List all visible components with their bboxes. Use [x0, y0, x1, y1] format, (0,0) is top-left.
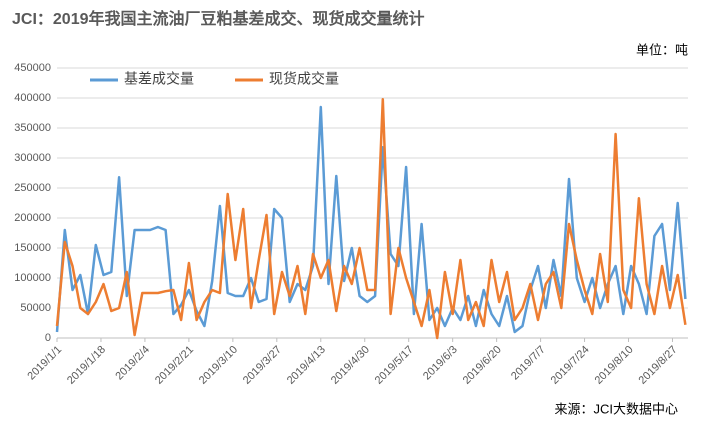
x-tick-label: 2019/3/10 [197, 344, 240, 387]
y-tick-label: 350000 [14, 122, 51, 134]
series-line [55, 105, 687, 334]
series-line [55, 97, 687, 340]
legend-label: 基差成交量 [124, 71, 194, 87]
y-tick-label: 50000 [20, 302, 51, 314]
source-note: 来源：JCI大数据中心 [554, 401, 678, 416]
y-tick-label: 200000 [14, 212, 51, 224]
x-tick-label: 2019/7/24 [549, 344, 592, 387]
y-tick-label: 0 [45, 332, 51, 344]
y-tick-label: 450000 [14, 62, 51, 74]
x-tick-label: 2019/7/7 [509, 344, 548, 383]
y-tick-label: 400000 [14, 92, 51, 104]
x-tick-label: 2019/6/20 [461, 344, 504, 387]
unit-label: 单位：吨 [636, 42, 688, 57]
x-tick-label: 2019/6/3 [421, 344, 460, 383]
y-tick-label: 300000 [14, 152, 51, 164]
x-tick-label: 2019/2/21 [153, 344, 196, 387]
y-tick-label: 100000 [14, 272, 51, 284]
y-tick-label: 150000 [14, 242, 51, 254]
x-tick-label: 2019/1/1 [25, 344, 64, 383]
chart-title: JCI：2019年我国主流油厂豆粕基差成交、现货成交量统计 [12, 9, 425, 28]
y-tick-label: 250000 [14, 182, 51, 194]
legend-label: 现货成交量 [269, 71, 339, 87]
x-tick-label: 2019/5/17 [373, 344, 416, 387]
x-tick-label: 2019/3/27 [241, 344, 284, 387]
x-tick-label: 2019/4/30 [329, 344, 372, 387]
x-tick-label: 2019/1/18 [65, 344, 108, 387]
x-tick-label: 2019/2/4 [113, 344, 152, 383]
x-tick-label: 2019/4/13 [285, 344, 328, 387]
x-tick-label: 2019/8/27 [637, 344, 680, 387]
x-tick-label: 2019/8/10 [593, 344, 636, 387]
